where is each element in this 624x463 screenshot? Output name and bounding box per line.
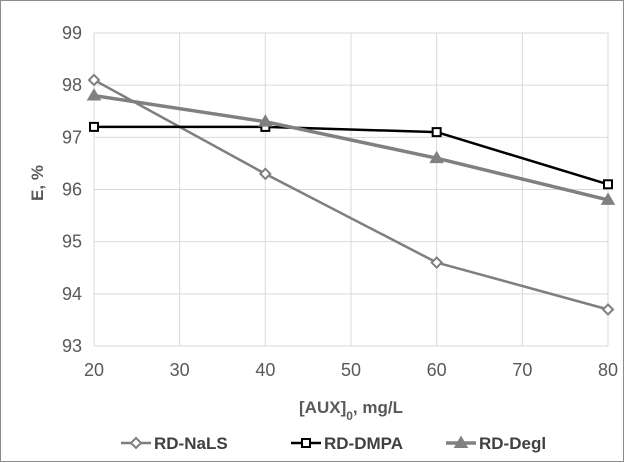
- data-point-rd-degl: [258, 114, 273, 127]
- legend: RD-NaLS RD-DMPA RD-Degl: [121, 434, 546, 453]
- data-point-rd-degl: [600, 192, 616, 205]
- y-tick-label: 95: [62, 232, 82, 252]
- y-tick-label: 94: [62, 284, 82, 304]
- legend-label-rd-degl: RD-Degl: [479, 434, 546, 453]
- data-point-rd-dmpa: [89, 121, 99, 132]
- series-line-rd-dmpa: [94, 125, 609, 186]
- data-point-rd-nals: [258, 167, 272, 181]
- x-axis-title-unit: , mg/L: [353, 398, 403, 417]
- data-point-rd-degl: [86, 88, 102, 101]
- data-point-rd-dmpa: [603, 179, 613, 190]
- tick-layer: 93 94 95 96 97 98 99 20 30 40 50 60 70 80: [62, 23, 618, 380]
- data-point-rd-dmpa: [431, 127, 442, 138]
- data-point-rd-nals: [430, 256, 444, 269]
- x-tick-label: 50: [341, 360, 361, 380]
- y-tick-label: 93: [62, 336, 82, 356]
- legend-label-rd-dmpa: RD-DMPA: [324, 434, 403, 453]
- y-axis-title: E, %: [28, 165, 47, 201]
- data-point-rd-nals: [87, 73, 101, 87]
- series-line-rd-degl: [93, 93, 609, 202]
- x-tick-label: 20: [84, 360, 104, 380]
- x-axis-title-subscript: 0: [346, 409, 353, 423]
- y-tick-label: 98: [62, 75, 82, 95]
- x-tick-label: 60: [427, 360, 447, 380]
- x-axis-title: [AUX]0, mg/L: [299, 398, 403, 423]
- x-axis-title-main: [AUX]: [299, 398, 346, 417]
- legend-label-rd-nals: RD-NaLS: [154, 434, 228, 453]
- legend-marker-rd-degl: [453, 435, 469, 448]
- grid-layer: [93, 32, 609, 347]
- legend-marker-rd-nals: [129, 436, 143, 450]
- x-tick-label: 70: [512, 360, 532, 380]
- x-tick-label: 30: [170, 360, 190, 380]
- data-point-rd-degl: [429, 150, 444, 164]
- x-tick-label: 40: [255, 360, 275, 380]
- data-point-rd-nals: [601, 303, 615, 316]
- legend-marker-rd-dmpa: [301, 438, 311, 448]
- y-tick-label: 97: [62, 127, 82, 147]
- y-tick-label: 99: [62, 23, 82, 43]
- y-tick-label: 96: [62, 180, 82, 200]
- series-layer: [86, 73, 616, 316]
- x-tick-label: 80: [598, 360, 618, 380]
